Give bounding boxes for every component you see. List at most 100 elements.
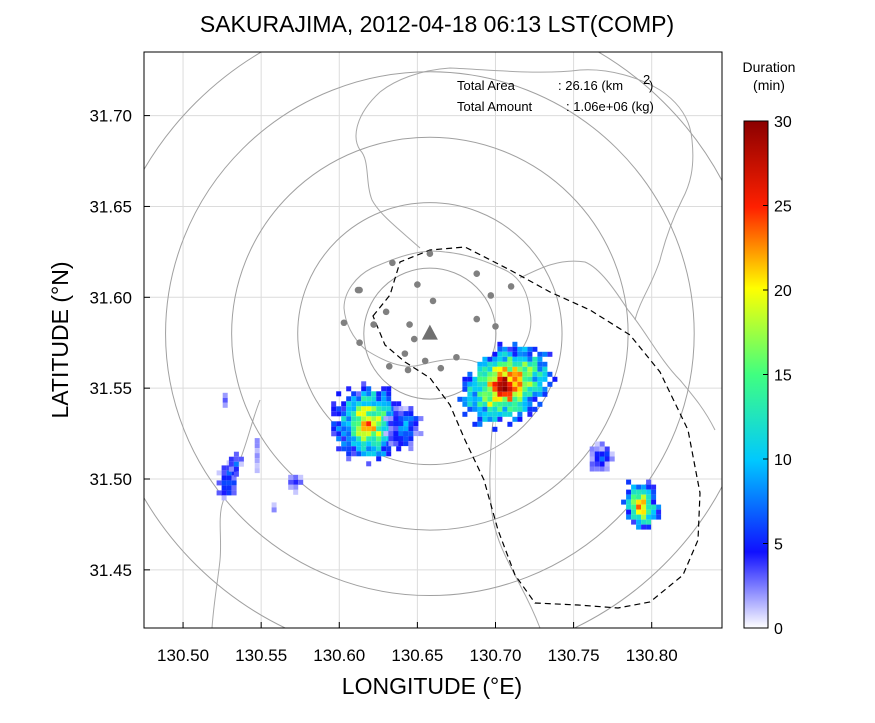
ash-pixel bbox=[381, 391, 387, 397]
ash-pixel bbox=[594, 441, 600, 447]
ash-pixel bbox=[522, 386, 528, 392]
x-tick-label-2: 130.60 bbox=[313, 646, 365, 665]
ash-pixel bbox=[341, 446, 347, 452]
ash-pixel bbox=[497, 346, 503, 352]
ash-pixel bbox=[371, 446, 377, 452]
ash-pixel bbox=[594, 446, 600, 452]
ash-pixel bbox=[589, 461, 595, 467]
ash-pixel bbox=[609, 456, 615, 462]
ash-pixel bbox=[351, 406, 357, 412]
ash-pixel bbox=[341, 441, 347, 447]
ash-pixel bbox=[507, 351, 513, 357]
ash-pixel bbox=[487, 376, 493, 382]
ash-pixel bbox=[383, 416, 389, 422]
ash-pixel bbox=[477, 421, 483, 427]
ash-pixel bbox=[477, 416, 483, 422]
ash-pixel bbox=[517, 371, 523, 377]
ash-pixel bbox=[366, 441, 372, 447]
ash-pixel bbox=[527, 376, 533, 382]
y-axis-label: LATITUDE (°N) bbox=[47, 262, 73, 419]
ash-pixel bbox=[542, 391, 548, 397]
ash-pixel bbox=[254, 448, 260, 454]
ash-pixel bbox=[646, 519, 652, 525]
ash-pixel bbox=[542, 386, 548, 392]
ash-pixel bbox=[487, 416, 493, 422]
ash-pixel bbox=[641, 504, 647, 510]
ash-pixel bbox=[254, 453, 260, 459]
ash-pixel bbox=[336, 431, 342, 437]
ash-pixel bbox=[477, 376, 483, 382]
ash-pixel bbox=[356, 391, 362, 397]
ash-pixel bbox=[507, 366, 513, 372]
ash-pixel bbox=[393, 411, 399, 417]
ash-pixel bbox=[341, 411, 347, 417]
ash-pixel bbox=[482, 366, 488, 372]
ash-pixel bbox=[589, 446, 595, 452]
ash-pixel bbox=[492, 371, 498, 377]
ash-pixel bbox=[537, 391, 543, 397]
ash-pixel bbox=[477, 371, 483, 377]
ash-pixel bbox=[512, 386, 518, 392]
ash-pixel bbox=[233, 461, 239, 467]
ash-pixel bbox=[487, 366, 493, 372]
ash-pixel bbox=[487, 361, 493, 367]
ash-pixel bbox=[371, 391, 377, 397]
ash-pixel bbox=[376, 441, 382, 447]
ash-pixel bbox=[502, 406, 508, 412]
ash-pixel bbox=[238, 456, 244, 462]
y-tick-label-3: 31.60 bbox=[89, 288, 132, 307]
ash-pixel bbox=[221, 465, 227, 471]
ash-pixel bbox=[651, 489, 657, 495]
ash-pixel bbox=[636, 514, 642, 520]
ash-pixel bbox=[371, 406, 377, 412]
ash-pixel bbox=[497, 416, 503, 422]
ash-pixel bbox=[532, 406, 538, 412]
ash-pixel bbox=[626, 489, 632, 495]
ash-pixel bbox=[388, 431, 394, 437]
ash-pixel bbox=[386, 401, 392, 407]
ash-pixel bbox=[512, 341, 518, 347]
ash-pixel bbox=[254, 463, 260, 469]
ash-pixel bbox=[376, 401, 382, 407]
ash-pixel bbox=[472, 396, 478, 402]
ash-pixel bbox=[408, 446, 414, 452]
total-area-annotation: Total Area : 26.16 (km 2 ) bbox=[457, 72, 653, 93]
ash-pixel bbox=[403, 406, 409, 412]
ash-pixel bbox=[517, 351, 523, 357]
ash-pixel bbox=[413, 416, 419, 422]
ash-pixel bbox=[542, 371, 548, 377]
ash-pixel bbox=[386, 451, 392, 457]
ash-pixel bbox=[636, 524, 642, 530]
chart-title: SAKURAJIMA, 2012-04-18 06:13 LST(COMP) bbox=[200, 11, 674, 37]
ash-pixel bbox=[216, 470, 222, 476]
ash-pixel bbox=[398, 431, 404, 437]
ash-pixel bbox=[641, 484, 647, 490]
ash-pixel bbox=[293, 484, 299, 490]
ash-pixel bbox=[599, 446, 605, 452]
ash-pixel bbox=[527, 411, 533, 417]
ash-pixel bbox=[336, 436, 342, 442]
ash-pixel bbox=[356, 406, 362, 412]
ash-pixel bbox=[341, 401, 347, 407]
ash-pixel bbox=[631, 504, 637, 510]
ash-pixel bbox=[376, 431, 382, 437]
ash-pixel bbox=[497, 401, 503, 407]
ash-pixel bbox=[462, 376, 468, 382]
ash-pixel bbox=[537, 361, 543, 367]
ash-pixel bbox=[599, 456, 605, 462]
ash-pixel bbox=[487, 371, 493, 377]
station-marker-12 bbox=[473, 315, 481, 323]
ash-pixel bbox=[517, 406, 523, 412]
ash-pixel bbox=[537, 371, 543, 377]
ash-pixel bbox=[542, 361, 548, 367]
ash-pixel bbox=[393, 436, 399, 442]
ash-pixel bbox=[408, 421, 414, 427]
ash-cell-2 bbox=[383, 406, 424, 452]
ash-pixel bbox=[226, 480, 232, 486]
ash-pixel bbox=[398, 406, 404, 412]
ash-pixel bbox=[512, 381, 518, 387]
ash-pixel bbox=[376, 411, 382, 417]
ash-pixel bbox=[408, 431, 414, 437]
ash-pixel bbox=[351, 396, 357, 402]
